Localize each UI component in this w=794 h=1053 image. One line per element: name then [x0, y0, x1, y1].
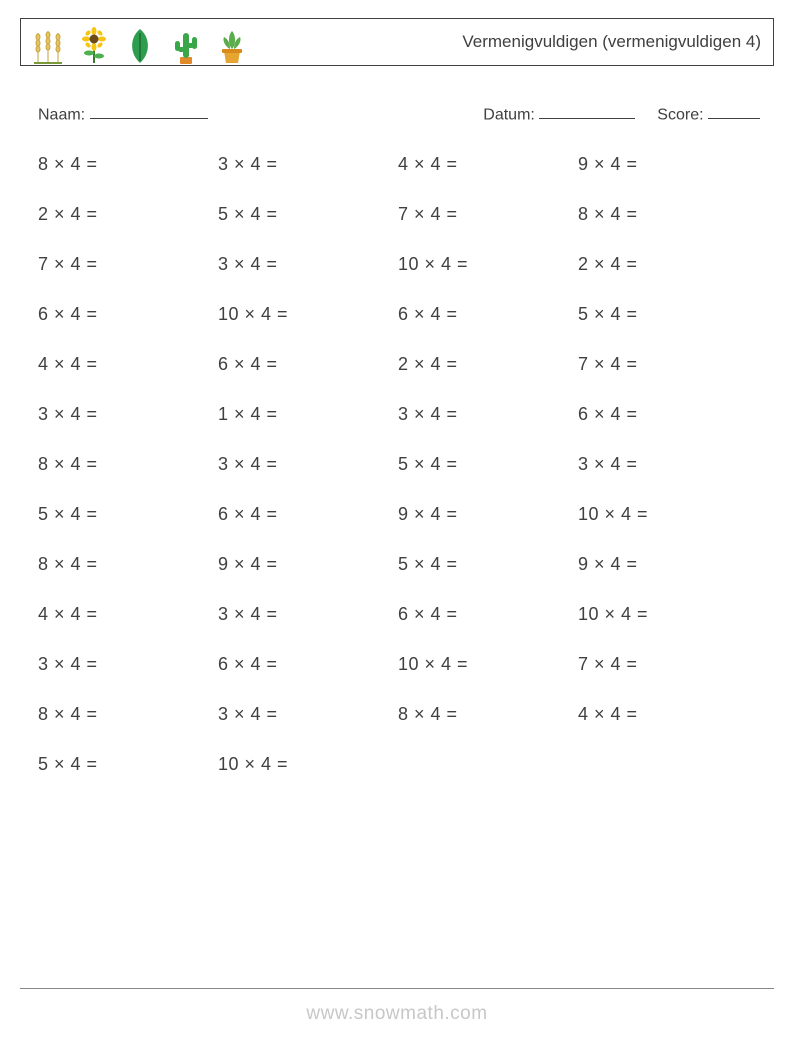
problem-cell: 5 × 4 =: [38, 504, 218, 525]
problem-cell: 9 × 4 =: [398, 504, 578, 525]
problem-cell: 3 × 4 =: [218, 454, 398, 475]
problem-cell: 3 × 4 =: [38, 654, 218, 675]
problem-cell: 6 × 4 =: [218, 354, 398, 375]
problem-cell: 6 × 4 =: [218, 654, 398, 675]
problem-row: 8 × 4 =9 × 4 =5 × 4 =9 × 4 =: [38, 554, 774, 604]
problem-cell: 9 × 4 =: [218, 554, 398, 575]
problem-cell: 6 × 4 =: [398, 304, 578, 325]
problem-cell: 10 × 4 =: [578, 604, 758, 625]
sunflower-icon: [77, 25, 111, 65]
problem-row: 2 × 4 =5 × 4 =7 × 4 =8 × 4 =: [38, 204, 774, 254]
problem-cell: 4 × 4 =: [38, 604, 218, 625]
worksheet-page: Vermenigvuldigen (vermenigvuldigen 4) Na…: [0, 0, 794, 1053]
problem-cell: 8 × 4 =: [38, 154, 218, 175]
problem-cell: 3 × 4 =: [398, 404, 578, 425]
problem-row: 3 × 4 =6 × 4 =10 × 4 =7 × 4 =: [38, 654, 774, 704]
problem-cell: 2 × 4 =: [38, 204, 218, 225]
problem-row: 7 × 4 =3 × 4 =10 × 4 =2 × 4 =: [38, 254, 774, 304]
problem-cell: 10 × 4 =: [398, 254, 578, 275]
footer-line: [20, 988, 774, 989]
problem-cell: 6 × 4 =: [398, 604, 578, 625]
problem-row: 4 × 4 =6 × 4 =2 × 4 =7 × 4 =: [38, 354, 774, 404]
date-blank[interactable]: [539, 104, 635, 119]
footer-text: www.snowmath.com: [0, 1003, 794, 1025]
problem-row: 4 × 4 =3 × 4 =6 × 4 =10 × 4 =: [38, 604, 774, 654]
problem-cell: 4 × 4 =: [38, 354, 218, 375]
header-icons: [31, 19, 249, 65]
problem-cell: 3 × 4 =: [38, 404, 218, 425]
problem-cell: 10 × 4 =: [218, 754, 398, 775]
problem-grid: 8 × 4 =3 × 4 =4 × 4 =9 × 4 =2 × 4 =5 × 4…: [20, 154, 774, 804]
problem-cell: 10 × 4 =: [578, 504, 758, 525]
problem-cell: 5 × 4 =: [38, 754, 218, 775]
name-label: Naam:: [38, 106, 85, 123]
problem-row: 8 × 4 =3 × 4 =8 × 4 =4 × 4 =: [38, 704, 774, 754]
problem-cell: 9 × 4 =: [578, 554, 758, 575]
problem-row: 6 × 4 =10 × 4 =6 × 4 =5 × 4 =: [38, 304, 774, 354]
problem-cell: 2 × 4 =: [398, 354, 578, 375]
problem-row: 5 × 4 =6 × 4 =9 × 4 =10 × 4 =: [38, 504, 774, 554]
problem-cell: 3 × 4 =: [218, 254, 398, 275]
problem-cell: 3 × 4 =: [218, 154, 398, 175]
problem-cell: 7 × 4 =: [38, 254, 218, 275]
problem-cell: 3 × 4 =: [578, 454, 758, 475]
problem-cell: 6 × 4 =: [38, 304, 218, 325]
score-blank[interactable]: [708, 104, 760, 119]
problem-cell: 8 × 4 =: [38, 704, 218, 725]
problem-cell: 9 × 4 =: [578, 154, 758, 175]
problem-cell: 1 × 4 =: [218, 404, 398, 425]
header-box: Vermenigvuldigen (vermenigvuldigen 4): [20, 18, 774, 66]
date-field: Datum:: [483, 104, 635, 124]
problem-cell: 5 × 4 =: [398, 454, 578, 475]
succulent-icon: [215, 25, 249, 65]
problem-cell: 2 × 4 =: [578, 254, 758, 275]
name-field: Naam:: [38, 104, 483, 124]
problem-cell: 7 × 4 =: [398, 204, 578, 225]
problem-row: 8 × 4 =3 × 4 =5 × 4 =3 × 4 =: [38, 454, 774, 504]
problem-row: 8 × 4 =3 × 4 =4 × 4 =9 × 4 =: [38, 154, 774, 204]
problem-cell: 6 × 4 =: [578, 404, 758, 425]
problem-cell: 5 × 4 =: [218, 204, 398, 225]
problem-cell: 5 × 4 =: [578, 304, 758, 325]
problem-cell: 10 × 4 =: [398, 654, 578, 675]
problem-cell: 3 × 4 =: [218, 704, 398, 725]
problem-cell: 8 × 4 =: [38, 554, 218, 575]
problem-cell: 5 × 4 =: [398, 554, 578, 575]
problem-cell: 8 × 4 =: [398, 704, 578, 725]
problem-cell: 4 × 4 =: [578, 704, 758, 725]
score-label: Score:: [657, 106, 703, 123]
date-label: Datum:: [483, 106, 535, 123]
problem-cell: 7 × 4 =: [578, 354, 758, 375]
problem-cell: 3 × 4 =: [218, 604, 398, 625]
problem-cell: 10 × 4 =: [218, 304, 398, 325]
score-field: Score:: [657, 104, 760, 124]
problem-cell: 7 × 4 =: [578, 654, 758, 675]
problem-row: 3 × 4 =1 × 4 =3 × 4 =6 × 4 =: [38, 404, 774, 454]
problem-cell: 6 × 4 =: [218, 504, 398, 525]
leaf-icon: [123, 25, 157, 65]
problem-row: 5 × 4 =10 × 4 =: [38, 754, 774, 804]
wheat-icon: [31, 25, 65, 65]
cactus-icon: [169, 25, 203, 65]
meta-row: Naam: Datum: Score:: [20, 104, 774, 124]
worksheet-title: Vermenigvuldigen (vermenigvuldigen 4): [462, 32, 761, 52]
problem-cell: 8 × 4 =: [578, 204, 758, 225]
problem-cell: 4 × 4 =: [398, 154, 578, 175]
name-blank[interactable]: [90, 104, 208, 119]
problem-cell: 8 × 4 =: [38, 454, 218, 475]
